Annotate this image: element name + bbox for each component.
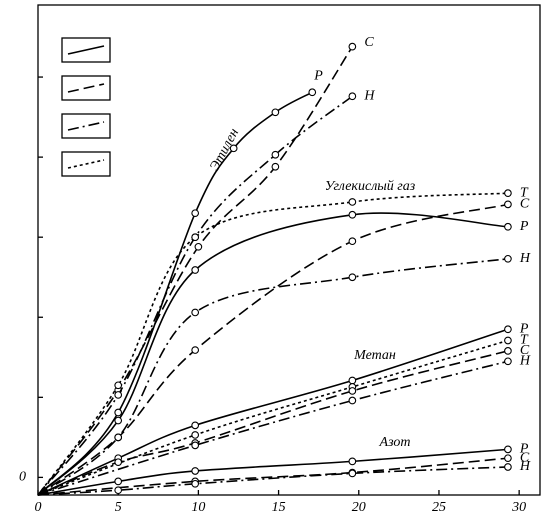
marker xyxy=(114,477,123,486)
marker xyxy=(504,347,512,355)
marker xyxy=(191,233,200,242)
legend-sample xyxy=(67,83,105,93)
marker xyxy=(348,387,357,395)
marker xyxy=(348,42,357,51)
line xyxy=(37,212,508,496)
marker xyxy=(114,381,123,390)
marker xyxy=(114,391,123,399)
marker xyxy=(348,457,357,466)
marker xyxy=(504,222,512,231)
x-tick-label: 20 xyxy=(352,500,366,515)
marker xyxy=(271,108,280,117)
marker xyxy=(271,162,280,171)
series-label: C xyxy=(520,197,530,212)
marker xyxy=(348,396,357,405)
marker xyxy=(504,200,512,209)
marker xyxy=(229,144,238,153)
x-tick-label: 25 xyxy=(432,500,446,515)
line xyxy=(37,192,508,496)
line xyxy=(37,203,509,496)
marker xyxy=(114,433,123,442)
marker xyxy=(504,454,512,463)
series-label: C xyxy=(520,343,530,358)
marker xyxy=(114,486,123,495)
marker xyxy=(191,441,200,450)
marker xyxy=(114,458,123,467)
series-label: C xyxy=(520,450,530,465)
legend-box xyxy=(61,75,111,101)
marker xyxy=(191,346,200,354)
marker xyxy=(504,445,512,454)
marker xyxy=(191,308,200,317)
plot-frame xyxy=(37,4,541,496)
line xyxy=(37,328,509,496)
marker xyxy=(504,189,512,198)
series-label: T xyxy=(520,333,529,348)
line xyxy=(37,360,509,496)
marker xyxy=(308,88,317,97)
legend-sample xyxy=(67,121,105,131)
line xyxy=(37,466,508,496)
marker xyxy=(194,242,203,251)
marker xyxy=(348,469,357,478)
line xyxy=(37,95,353,496)
legend-sample xyxy=(67,159,105,169)
series-label: H xyxy=(363,88,375,103)
y-tick-label: 0 xyxy=(19,470,26,485)
marker xyxy=(114,408,123,417)
marker xyxy=(191,266,200,274)
series-label: P xyxy=(519,442,529,457)
legend-box xyxy=(61,113,111,139)
marker xyxy=(348,198,357,206)
line xyxy=(37,258,509,496)
legend-box xyxy=(61,151,111,177)
series-label: P xyxy=(519,219,529,234)
marker xyxy=(504,357,512,366)
series-label: P xyxy=(519,321,529,336)
marker xyxy=(348,92,357,101)
marker xyxy=(348,273,357,282)
marker xyxy=(191,209,200,218)
line xyxy=(37,457,508,496)
x-tick-label: 0 xyxy=(35,500,42,515)
x-tick-label: 30 xyxy=(511,500,526,515)
marker xyxy=(191,479,200,488)
marker xyxy=(504,463,512,471)
x-tick-label: 5 xyxy=(115,500,122,515)
marker xyxy=(348,376,357,385)
marker xyxy=(348,237,357,246)
line xyxy=(37,339,509,496)
series-label: H xyxy=(519,459,531,474)
series-label: C xyxy=(364,35,374,50)
line xyxy=(37,448,508,496)
group-label: Азот xyxy=(379,435,411,450)
marker xyxy=(348,210,357,219)
group-label: Углекислый газ xyxy=(325,179,416,194)
legend-sample xyxy=(67,45,105,55)
series-label: H xyxy=(519,354,531,369)
marker xyxy=(504,325,512,334)
series-label: T xyxy=(520,185,529,200)
marker xyxy=(504,336,512,345)
marker xyxy=(191,467,200,475)
marker xyxy=(271,150,280,159)
group-label: Метан xyxy=(353,348,396,363)
series-label: P xyxy=(313,68,323,83)
series-label: H xyxy=(519,251,531,266)
x-tick-label: 10 xyxy=(191,500,205,515)
marker xyxy=(504,254,512,263)
marker xyxy=(114,416,123,425)
x-tick-label: 15 xyxy=(272,500,286,515)
marker xyxy=(191,421,200,430)
marker xyxy=(191,431,200,439)
line xyxy=(37,350,509,496)
legend-box xyxy=(61,37,111,63)
